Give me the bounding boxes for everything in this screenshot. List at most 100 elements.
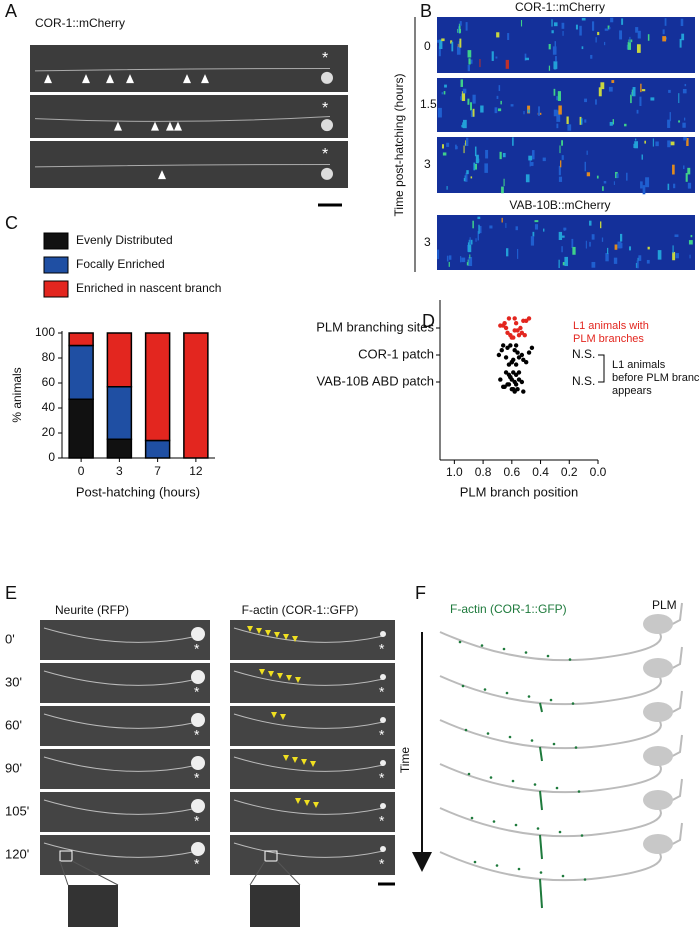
micrograph <box>30 95 348 138</box>
heatmap-cell <box>472 220 474 229</box>
heatmap-cell <box>478 224 480 234</box>
neurite <box>43 713 199 729</box>
heatmap-cell <box>498 85 501 92</box>
arrowhead <box>292 757 298 763</box>
actin-spot <box>467 772 471 776</box>
heatmap-cell <box>572 246 576 255</box>
heatmap-cell <box>551 30 554 34</box>
actin-spot <box>517 867 521 871</box>
heatmap-cell <box>497 108 502 112</box>
heatmap-cell <box>556 123 559 129</box>
heatmap-cell <box>525 57 530 61</box>
actin-spot <box>492 820 496 823</box>
heatmap-cell <box>575 24 578 30</box>
heatmap-cell <box>556 96 559 101</box>
heatmap-cell <box>681 33 685 41</box>
dot <box>502 384 507 389</box>
asterisk: * <box>322 146 328 163</box>
panel-e-images: 0' * * 30' * * 60' * * 90' * * 105' * * 120' * * <box>5 620 395 927</box>
dot <box>513 362 519 367</box>
heatmap-cell <box>510 104 514 107</box>
heatmap-cell <box>561 140 564 146</box>
heatmap-cell <box>667 183 670 191</box>
dot <box>496 352 502 358</box>
neurite <box>233 842 384 858</box>
heatmap-cell <box>563 227 566 231</box>
heatmap-cell <box>479 225 482 234</box>
heatmap-cell <box>439 39 443 50</box>
dot <box>519 352 525 358</box>
heatmap-cell <box>616 173 619 178</box>
heatmap-cell <box>553 61 557 70</box>
heatmap-cell <box>580 118 583 125</box>
heatmap-cell <box>603 181 607 184</box>
heatmap-cell <box>561 155 564 160</box>
arrowhead <box>283 634 289 640</box>
axis-label: Time post-hatching (hours) <box>392 74 406 217</box>
heatmap-cell <box>532 150 535 160</box>
neuron-trace <box>439 715 662 750</box>
heatmap-cell <box>443 91 446 95</box>
heatmap-cell <box>558 176 563 182</box>
heatmap-cell <box>644 140 646 144</box>
bar-segment <box>68 332 94 347</box>
arrowhead <box>183 74 191 84</box>
cell-body <box>643 834 673 854</box>
heatmap-cell <box>638 255 642 261</box>
neuron-trace <box>439 671 662 706</box>
inset-connector <box>249 860 301 886</box>
heatmap-cell <box>682 88 687 94</box>
dot <box>511 387 516 392</box>
branch <box>539 878 543 909</box>
heatmap-cell <box>444 84 447 88</box>
heatmap-cell <box>466 137 469 147</box>
heatmap-cell <box>662 29 665 35</box>
asterisk: * <box>194 641 200 657</box>
heatmap-cell <box>596 175 599 179</box>
heatmap-cell <box>548 65 551 71</box>
heatmap-cell <box>635 27 639 33</box>
cell-body <box>643 702 673 722</box>
heatmap-cell <box>515 226 518 231</box>
heatmap-cell <box>484 163 488 173</box>
heatmap-cell <box>641 89 646 92</box>
actin-spot <box>514 823 518 827</box>
y-axis-label: % animals <box>10 367 24 422</box>
time-label: 120' <box>5 846 29 861</box>
heatmap-cell <box>585 240 587 249</box>
heatmap-cell <box>632 87 636 97</box>
cell-body <box>321 167 333 180</box>
heatmap-cell <box>613 181 615 185</box>
cell-body <box>191 627 205 641</box>
heatmap-cell <box>525 174 530 183</box>
neurite <box>43 670 199 686</box>
arrowhead <box>82 74 90 84</box>
branch <box>539 834 543 860</box>
heatmap-cell <box>673 183 676 189</box>
heatmap-cell <box>605 253 609 262</box>
annotation: N.S. <box>572 374 595 388</box>
heatmap-cell <box>604 28 609 31</box>
y-tick-label: PLM branching sites <box>316 319 434 334</box>
heatmap-cell <box>559 145 561 154</box>
heatmap-cell <box>640 83 642 93</box>
dot <box>522 333 527 338</box>
cell-body <box>321 119 333 132</box>
actin-spot <box>461 684 465 688</box>
heatmap-cell <box>607 25 610 30</box>
x-tick-label: 0.6 <box>503 465 520 479</box>
cell-body <box>380 803 386 809</box>
heatmap-cell <box>558 259 560 269</box>
arrowhead <box>304 800 310 806</box>
neuron-trace <box>439 627 662 662</box>
heatmap-cell <box>464 142 466 146</box>
bracket <box>598 354 605 383</box>
legend-label: Enriched in nascent branch <box>76 281 221 295</box>
y-tick-label: 80 <box>42 350 56 364</box>
heatmap-cell <box>555 56 557 62</box>
heatmap-cell <box>669 112 671 122</box>
x-tick-label: 0.2 <box>561 465 578 479</box>
heatmap-cell <box>689 254 691 259</box>
dot <box>521 318 526 323</box>
